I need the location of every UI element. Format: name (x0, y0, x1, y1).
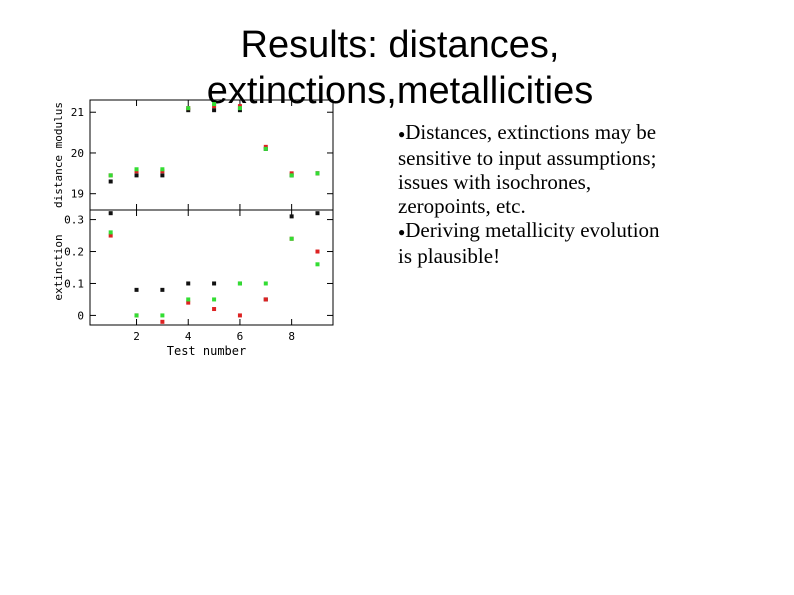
data-point (186, 281, 191, 286)
y-tick-label: 20 (71, 147, 84, 160)
series-1 (108, 108, 320, 184)
data-point (134, 173, 139, 178)
bullet-text: zeropoints, etc. (398, 194, 526, 219)
data-point (160, 319, 165, 324)
data-point (108, 230, 113, 235)
plot-frame (89, 209, 334, 326)
plot-frame (89, 99, 334, 211)
data-point (212, 281, 217, 286)
data-point (160, 313, 165, 318)
data-point (134, 313, 139, 318)
y-axis-label: distance modulus (52, 102, 65, 208)
x-tick-label: 6 (237, 330, 244, 343)
data-point (134, 287, 139, 292)
data-point (315, 249, 320, 254)
series-2 (108, 104, 320, 178)
series-3 (108, 102, 320, 178)
bullet-line: ●Distances, extinctions may be (398, 120, 758, 146)
data-point (237, 104, 242, 109)
data-point (212, 307, 217, 312)
data-point (289, 236, 294, 241)
x-tick-label: 2 (133, 330, 140, 343)
data-point (212, 102, 217, 107)
y-tick-label: 0.1 (64, 277, 84, 290)
data-point (212, 104, 217, 109)
bullet-text: Deriving metallicity evolution (405, 218, 660, 243)
bullet-line: ●Deriving metallicity evolution (398, 218, 758, 244)
bullet-text: sensitive to input assumptions; (398, 146, 657, 171)
x-tick-label: 8 (288, 330, 295, 343)
data-point (160, 173, 165, 178)
slide-title-line-1: Results: distances, (240, 24, 560, 66)
y-tick-label: 0.2 (64, 246, 84, 259)
data-point (212, 108, 217, 113)
y-tick-label: 0 (77, 309, 84, 322)
y-tick-label: 19 (71, 188, 84, 201)
series-1 (108, 211, 320, 302)
data-point (237, 281, 242, 286)
data-point (108, 179, 113, 184)
data-point (160, 167, 165, 172)
data-point (186, 297, 191, 302)
data-point (237, 108, 242, 113)
bullet-text: issues with isochrones, (398, 170, 592, 195)
data-point (108, 233, 113, 238)
panel-2: 0 0.1 0.2 0.3 2 4 6 8 extinction Test number (52, 209, 334, 358)
data-point (315, 211, 320, 216)
data-point (186, 106, 191, 111)
data-point (108, 173, 113, 178)
data-point (289, 214, 294, 219)
bullet-text: Distances, extinctions may be (405, 120, 657, 144)
y-tick-label: 21 (71, 106, 84, 119)
data-point (186, 300, 191, 305)
data-point (237, 106, 242, 111)
data-point (186, 108, 191, 113)
results-chart-figure: 19 20 21 distance modulus 0 0.1 0.2 0.3 2 4 6 8 exti… (52, 99, 334, 358)
data-point (315, 262, 320, 267)
bullet-marker: ● (398, 127, 406, 142)
data-point (134, 169, 139, 174)
data-point (160, 287, 165, 292)
data-point (108, 211, 113, 216)
x-tick-label: 4 (185, 330, 192, 343)
data-point (289, 173, 294, 178)
bullet-marker: ● (398, 225, 406, 240)
data-point (134, 167, 139, 172)
slide-title-line-2: extinctions,metallicities (206, 70, 594, 112)
bullet-text: is plausible! (398, 244, 501, 269)
series-2 (108, 233, 320, 324)
slide-title: Results: distances, extinctions,metallic… (150, 22, 650, 114)
data-point (315, 171, 320, 176)
data-point (263, 144, 268, 149)
bullet-list: ●Distances, extinctions may be sensitive… (398, 120, 758, 268)
y-tick-label: 0.3 (64, 214, 84, 227)
bullet-item-2: ●Deriving metallicity evolution is plaus… (398, 218, 758, 268)
series-3 (108, 230, 320, 318)
y-axis-label: extinction (52, 234, 65, 300)
data-point (212, 297, 217, 302)
panel-1: 19 20 21 distance modulus (52, 99, 334, 211)
bullet-item-1: ●Distances, extinctions may be sensitive… (398, 120, 758, 218)
data-point (289, 171, 294, 176)
data-point (160, 169, 165, 174)
data-point (237, 313, 242, 318)
data-point (263, 281, 268, 286)
x-axis-label: Test number (167, 344, 246, 358)
data-point (263, 297, 268, 302)
data-point (263, 146, 268, 151)
